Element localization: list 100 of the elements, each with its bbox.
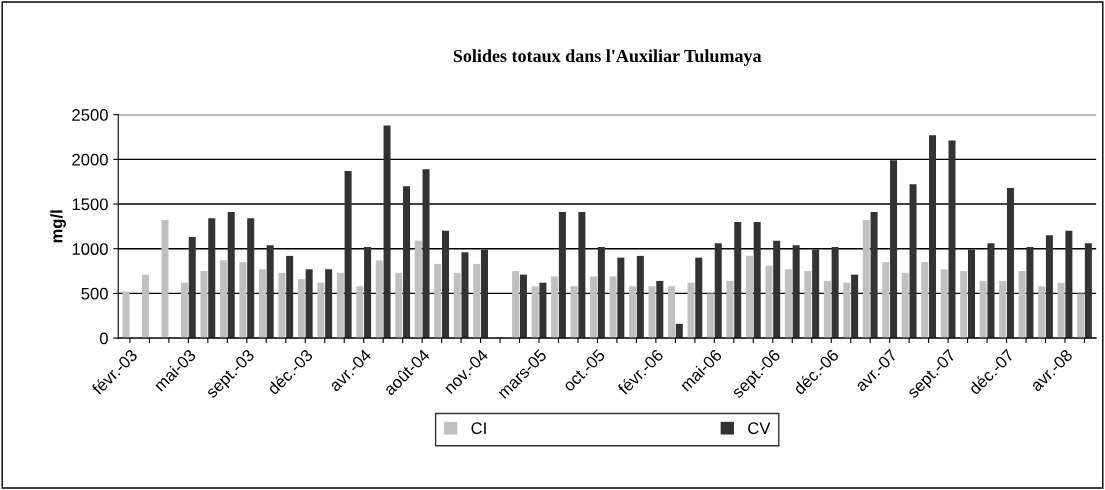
bar [960, 271, 968, 339]
bar [258, 269, 266, 339]
bar [266, 245, 274, 339]
bar [297, 279, 305, 339]
bar [1065, 230, 1073, 339]
bar [940, 269, 948, 339]
bar [383, 125, 391, 339]
bar [999, 280, 1007, 339]
bar [512, 271, 520, 339]
bar [480, 249, 488, 339]
bar [792, 245, 800, 339]
bar [531, 286, 539, 339]
bar [395, 272, 403, 339]
bar [967, 249, 975, 339]
y-tick-label: 1500 [72, 198, 108, 211]
bar [239, 262, 247, 339]
bar [765, 265, 773, 339]
bar [247, 218, 255, 339]
bar [278, 272, 286, 339]
bar [804, 271, 812, 339]
bar [909, 184, 917, 339]
bar [344, 170, 352, 339]
bar [987, 243, 995, 339]
bar [753, 221, 761, 339]
bar [979, 280, 987, 339]
bar [1038, 286, 1046, 339]
bar [122, 291, 130, 339]
bar [142, 274, 150, 339]
bar [667, 286, 675, 339]
bar [1018, 271, 1026, 339]
bar [890, 160, 898, 339]
bar [675, 323, 683, 339]
bar [461, 252, 469, 339]
bar [570, 286, 578, 339]
bar [929, 135, 937, 339]
bar [597, 246, 605, 339]
bar [1084, 243, 1092, 339]
bar [305, 269, 313, 339]
bar [734, 221, 742, 339]
bar [356, 286, 364, 339]
bar [706, 293, 714, 339]
legend-label: CI [471, 422, 486, 435]
bar [745, 255, 753, 339]
bar [714, 243, 722, 339]
bar [200, 271, 208, 339]
bar [590, 276, 598, 339]
y-axis-title: mg/l [50, 210, 66, 243]
legend-label: CV [748, 422, 771, 435]
bar [1057, 282, 1065, 339]
bar [578, 212, 586, 339]
bar [823, 280, 831, 339]
bar [648, 286, 656, 339]
bar [325, 269, 333, 339]
bar [558, 212, 566, 339]
bar [414, 240, 422, 339]
bar [1026, 246, 1034, 339]
bar [609, 276, 617, 339]
bar [442, 230, 450, 339]
bar [519, 274, 527, 339]
bar [1077, 293, 1085, 339]
y-tick-label: 500 [81, 287, 108, 300]
bar [843, 282, 851, 339]
bar [784, 269, 792, 339]
bar [227, 212, 235, 339]
bar [629, 286, 637, 339]
bar [473, 263, 481, 339]
bar [862, 220, 870, 339]
bar [831, 246, 839, 339]
bar [1045, 235, 1053, 339]
bar [551, 276, 559, 339]
bar [422, 169, 430, 339]
bar [636, 255, 644, 339]
bar [901, 272, 909, 339]
bar [539, 282, 547, 339]
bar [364, 246, 372, 339]
bar [375, 260, 383, 339]
bar [870, 212, 878, 339]
bar [851, 274, 859, 339]
bar [161, 220, 169, 339]
bar [453, 272, 461, 339]
bar [812, 249, 820, 339]
bar [1006, 187, 1014, 339]
bar [434, 263, 442, 339]
bar [656, 280, 664, 339]
bar [695, 257, 703, 339]
bar [921, 262, 929, 339]
bar [317, 282, 325, 339]
bar [403, 186, 411, 339]
bar [219, 260, 227, 339]
bar [336, 272, 344, 339]
bar [180, 282, 188, 339]
bar [286, 255, 294, 339]
chart-title: Solides totaux dans l'Auxiliar Tulumaya [453, 49, 762, 66]
bar [726, 280, 734, 339]
bar [882, 262, 890, 339]
bar [188, 237, 196, 339]
y-tick-label: 2500 [72, 109, 108, 121]
y-tick-label: 0 [99, 332, 108, 345]
bar [773, 240, 781, 339]
bar [948, 140, 956, 339]
